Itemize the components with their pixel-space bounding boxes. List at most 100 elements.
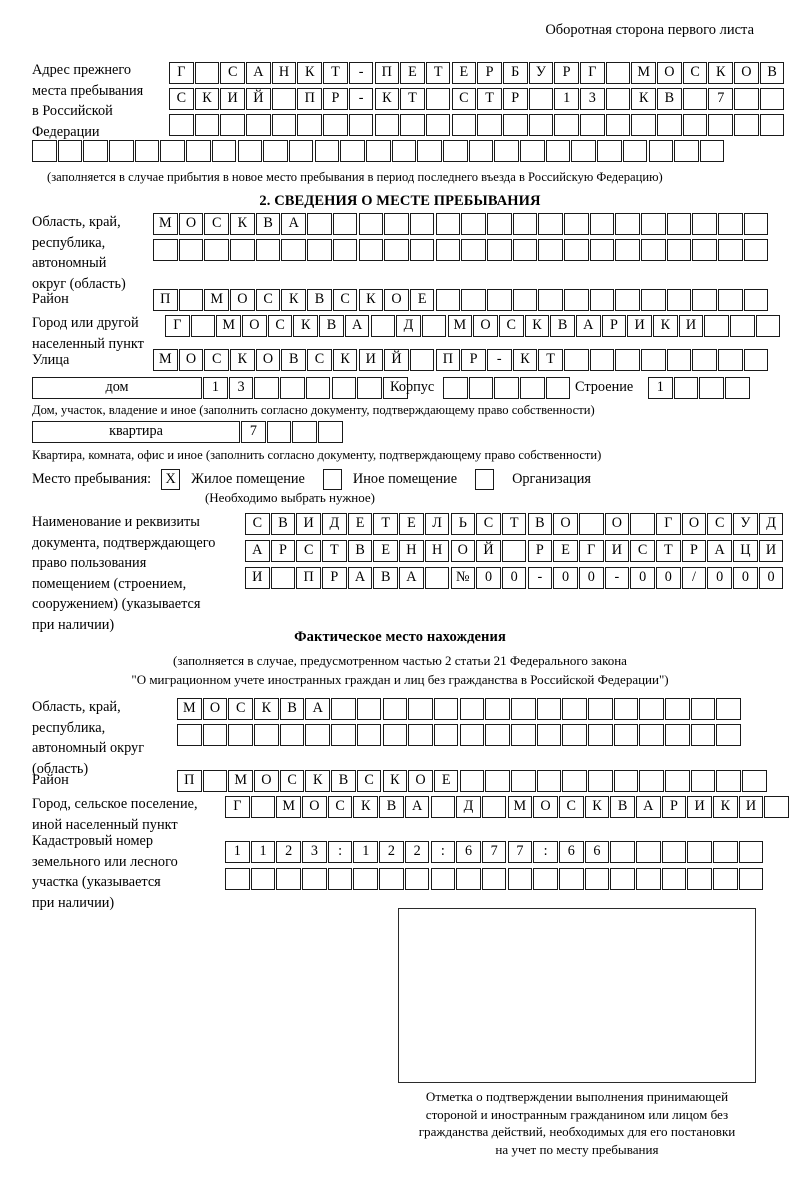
- char-cell[interactable]: [636, 868, 661, 890]
- char-cell[interactable]: [690, 698, 716, 720]
- char-cell[interactable]: [713, 868, 738, 890]
- char-cell[interactable]: [528, 88, 554, 110]
- char-cell[interactable]: О: [681, 513, 707, 535]
- char-cell[interactable]: [461, 239, 486, 261]
- char-cell[interactable]: С: [682, 62, 708, 84]
- char-cell[interactable]: [211, 140, 237, 162]
- char-cell[interactable]: 0: [758, 567, 784, 589]
- char-cell[interactable]: 1: [203, 377, 228, 399]
- char-cell[interactable]: М: [631, 62, 656, 84]
- char-cell[interactable]: [404, 868, 430, 890]
- char-cell[interactable]: [281, 239, 307, 261]
- char-cell[interactable]: Р: [323, 88, 348, 110]
- char-cell[interactable]: В: [331, 770, 356, 792]
- char-cell[interactable]: С: [707, 513, 732, 535]
- char-cell[interactable]: О: [302, 796, 327, 818]
- char-cell[interactable]: О: [242, 315, 267, 337]
- char-cell[interactable]: О: [553, 513, 578, 535]
- char-cell[interactable]: [718, 213, 743, 235]
- char-cell[interactable]: В: [373, 567, 399, 589]
- char-cell[interactable]: [665, 698, 690, 720]
- char-cell[interactable]: И: [358, 349, 384, 371]
- char-cell[interactable]: [588, 770, 613, 792]
- char-cell[interactable]: [605, 62, 631, 84]
- char-cell[interactable]: [225, 868, 250, 890]
- char-cell[interactable]: [533, 868, 558, 890]
- char-cell[interactable]: [134, 140, 160, 162]
- char-cell[interactable]: [461, 289, 486, 311]
- char-cell[interactable]: К: [631, 88, 656, 110]
- char-cell[interactable]: [730, 315, 755, 337]
- char-cell[interactable]: [237, 140, 263, 162]
- char-cell[interactable]: Д: [456, 796, 481, 818]
- char-cell[interactable]: Р: [661, 796, 687, 818]
- char-cell[interactable]: [57, 140, 83, 162]
- char-cell[interactable]: К: [584, 796, 610, 818]
- char-cell[interactable]: [485, 698, 510, 720]
- char-cell[interactable]: [742, 770, 767, 792]
- char-cell[interactable]: Й: [476, 540, 501, 562]
- char-cell[interactable]: [400, 114, 425, 136]
- char-cell[interactable]: И: [758, 540, 784, 562]
- char-cell[interactable]: [528, 114, 554, 136]
- char-cell[interactable]: [379, 868, 404, 890]
- char-cell[interactable]: В: [610, 796, 635, 818]
- char-cell[interactable]: Н: [271, 62, 297, 84]
- char-cell[interactable]: [580, 114, 605, 136]
- char-cell[interactable]: 1: [353, 841, 379, 863]
- char-cell[interactable]: А: [347, 567, 373, 589]
- char-cell[interactable]: 0: [578, 567, 604, 589]
- char-cell[interactable]: [764, 796, 790, 818]
- char-cell[interactable]: [589, 289, 615, 311]
- char-cell[interactable]: [332, 239, 358, 261]
- char-cell[interactable]: [682, 88, 708, 110]
- char-cell[interactable]: В: [379, 796, 404, 818]
- char-cell[interactable]: А: [576, 315, 601, 337]
- char-cell[interactable]: Р: [270, 540, 296, 562]
- char-cell[interactable]: [408, 698, 433, 720]
- char-cell[interactable]: [271, 88, 297, 110]
- char-cell[interactable]: [485, 770, 510, 792]
- char-cell[interactable]: Л: [424, 513, 450, 535]
- char-cell[interactable]: И: [627, 315, 652, 337]
- char-cell[interactable]: [494, 140, 519, 162]
- char-cell[interactable]: [657, 114, 682, 136]
- char-cell[interactable]: П: [297, 88, 323, 110]
- char-cell[interactable]: 0: [476, 567, 501, 589]
- char-cell[interactable]: [451, 114, 477, 136]
- char-cell[interactable]: Н: [399, 540, 424, 562]
- char-cell[interactable]: [485, 724, 510, 746]
- char-cell[interactable]: [545, 377, 571, 399]
- char-cell[interactable]: С: [204, 349, 229, 371]
- char-cell[interactable]: Ь: [450, 513, 476, 535]
- char-cell[interactable]: С: [332, 289, 358, 311]
- char-cell[interactable]: [468, 377, 494, 399]
- char-cell[interactable]: П: [177, 770, 202, 792]
- char-cell[interactable]: 6: [558, 841, 584, 863]
- char-cell[interactable]: [738, 868, 764, 890]
- char-cell[interactable]: В: [307, 289, 332, 311]
- char-cell[interactable]: [83, 140, 108, 162]
- char-cell[interactable]: [743, 239, 769, 261]
- char-cell[interactable]: О: [450, 540, 476, 562]
- char-cell[interactable]: 1: [648, 377, 673, 399]
- char-cell[interactable]: [305, 377, 331, 399]
- char-cell[interactable]: [538, 213, 563, 235]
- char-cell[interactable]: [32, 140, 57, 162]
- char-cell[interactable]: В: [281, 349, 307, 371]
- char-cell[interactable]: [562, 770, 587, 792]
- char-cell[interactable]: [169, 114, 194, 136]
- char-cell[interactable]: К: [524, 315, 550, 337]
- char-cell[interactable]: Р: [681, 540, 707, 562]
- char-cell[interactable]: [615, 239, 640, 261]
- char-cell[interactable]: Д: [758, 513, 784, 535]
- char-cell[interactable]: О: [604, 513, 630, 535]
- char-cell[interactable]: [589, 239, 615, 261]
- char-cell[interactable]: [622, 140, 648, 162]
- char-cell[interactable]: [384, 213, 409, 235]
- stay-type-checkbox-residential[interactable]: Х: [161, 469, 181, 490]
